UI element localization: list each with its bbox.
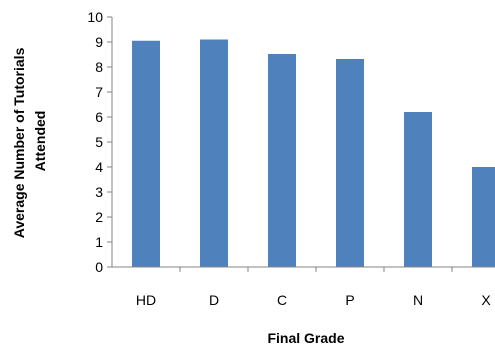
bar-p (336, 59, 364, 267)
x-axis-title: Final Grade (267, 330, 344, 346)
x-tick-label-p: P (345, 292, 354, 308)
y-tick-label: 8 (95, 59, 103, 75)
y-axis-title: Average Number of Tutorials Attended (11, 44, 48, 238)
y-tick-label: 7 (95, 84, 103, 100)
bar-hd (132, 40, 160, 267)
x-tick-label-d: D (209, 292, 219, 308)
y-tick-label: 9 (95, 34, 103, 50)
y-tick-label: 5 (95, 134, 103, 150)
y-tick-label: 2 (95, 209, 103, 225)
bars-group (132, 39, 495, 267)
x-tick-label-c: C (277, 292, 287, 308)
y-tick-label: 6 (95, 109, 103, 125)
axes-group (107, 16, 495, 272)
y-axis-title-line-2: Attended (32, 111, 48, 172)
x-tick-label-n: N (413, 292, 423, 308)
y-tick-label: 10 (87, 9, 103, 25)
bar-n (404, 112, 432, 267)
x-tick-labels: HD D C P N X (136, 292, 491, 308)
x-tick-label-hd: HD (136, 292, 156, 308)
bar-c (268, 54, 296, 267)
y-tick-label: 1 (95, 234, 103, 250)
y-tick-label: 4 (95, 159, 103, 175)
y-axis-title-line-1: Average Number of Tutorials (11, 47, 27, 238)
bar-x (472, 167, 495, 267)
y-tick-label: 0 (95, 259, 103, 275)
bar-d (200, 39, 228, 267)
y-tick-labels: 0 1 2 3 4 5 6 7 8 9 10 (87, 9, 103, 275)
y-tick-label: 3 (95, 184, 103, 200)
x-tick-label-x: X (481, 292, 491, 308)
